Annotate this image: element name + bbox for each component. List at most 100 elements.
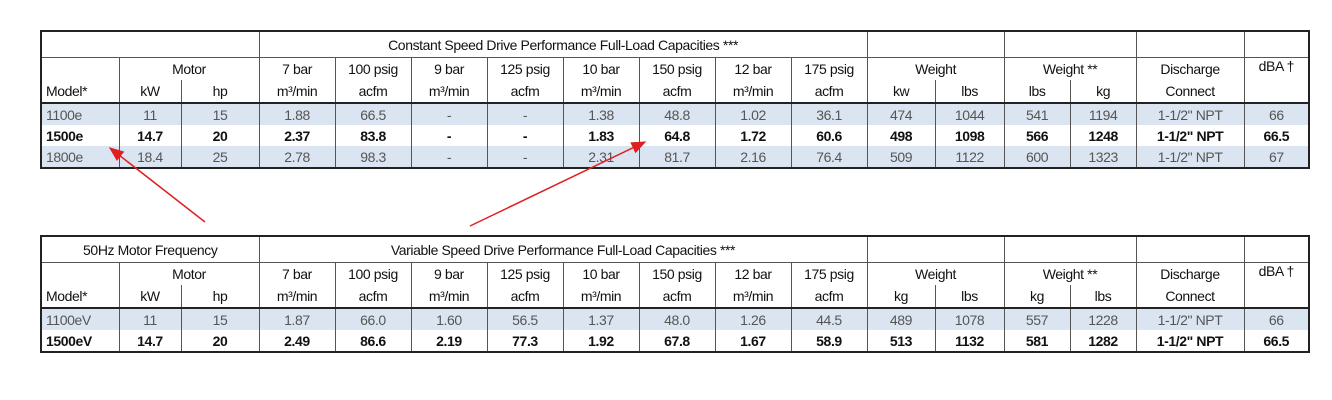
data-cell: - — [410, 125, 488, 146]
column-unit: m³/min — [714, 80, 792, 104]
data-cell: 566 — [1003, 125, 1071, 146]
blank-cell — [866, 30, 1005, 58]
spec-table: 50Hz Motor Frequency Variable Speed Drive… — [40, 235, 1310, 353]
column-header: Weight — [866, 262, 1005, 285]
column-header: 9 bar — [410, 262, 488, 285]
column-unit: Connect — [1135, 285, 1245, 309]
data-cell: 489 — [866, 308, 936, 330]
column-header: Discharge — [1135, 57, 1245, 80]
blank-cell — [1003, 30, 1137, 58]
column-header: Discharge — [1135, 262, 1245, 285]
data-cell: 67 — [1243, 146, 1310, 168]
column-header: 7 bar — [258, 262, 336, 285]
data-cell: 76.4 — [790, 146, 868, 168]
data-cell: 1228 — [1069, 308, 1137, 330]
column-header: 150 psig — [638, 262, 716, 285]
column-unit: acfm — [790, 80, 868, 104]
data-cell: 474 — [866, 103, 936, 125]
column-unit: kW — [118, 285, 182, 309]
data-cell: 1.60 — [410, 308, 488, 330]
column-unit: lbs — [934, 80, 1005, 104]
column-unit: hp — [180, 285, 260, 309]
column-header: 12 bar — [714, 262, 792, 285]
table-title: 50Hz Motor Frequency — [40, 235, 260, 263]
data-cell: 2.16 — [714, 146, 792, 168]
blank-cell — [1135, 235, 1245, 263]
data-cell: 1078 — [934, 308, 1005, 330]
data-cell: 66.5 — [334, 103, 412, 125]
data-cell: 1194 — [1069, 103, 1137, 125]
data-cell: 509 — [866, 146, 936, 168]
data-cell: 20 — [180, 125, 260, 146]
data-cell: 48.8 — [638, 103, 716, 125]
column-unit: acfm — [486, 285, 564, 309]
data-cell: 1-1/2" NPT — [1135, 308, 1245, 330]
model-cell: 1800e — [40, 146, 120, 168]
data-cell: 1.87 — [258, 308, 336, 330]
column-unit: acfm — [638, 80, 716, 104]
column-header: Motor — [118, 262, 260, 285]
data-cell: 1248 — [1069, 125, 1137, 146]
column-header: Weight ** — [1003, 262, 1137, 285]
data-cell: 1122 — [934, 146, 1005, 168]
model-cell: 1500eV — [40, 330, 120, 352]
data-cell: 498 — [866, 125, 936, 146]
data-cell: 1.72 — [714, 125, 792, 146]
column-unit: lbs — [934, 285, 1005, 309]
header-row: Model* kW hp m³/min acfm m³/min acfm m³/min acfm… — [40, 80, 1309, 104]
column-unit: kg — [1069, 80, 1137, 104]
column-header: Weight ** — [1003, 57, 1137, 80]
data-cell: 66.5 — [1243, 125, 1310, 146]
blank-cell — [40, 57, 120, 80]
data-cell: 58.9 — [790, 330, 868, 352]
model-cell: 1100eV — [40, 308, 120, 330]
blank-cell — [866, 235, 1005, 263]
blank-cell — [40, 30, 260, 58]
header-row: Motor 7 bar 100 psig 9 bar 125 psig 10 bar 150… — [40, 57, 1310, 104]
data-cell: 81.7 — [638, 146, 716, 168]
data-cell: - — [410, 146, 488, 168]
column-unit: acfm — [790, 285, 868, 309]
data-cell: - — [486, 146, 564, 168]
data-cell: 56.5 — [486, 308, 564, 330]
data-cell: 86.6 — [334, 330, 412, 352]
blank-cell — [1243, 235, 1310, 263]
data-cell: 15 — [180, 308, 260, 330]
group-header: Constant Speed Drive Performance Full-Lo… — [258, 30, 868, 58]
data-cell: 1.26 — [714, 308, 792, 330]
data-cell: 48.0 — [638, 308, 716, 330]
data-cell: 14.7 — [118, 125, 182, 146]
data-cell: - — [486, 103, 564, 125]
blank-cell — [1243, 30, 1310, 58]
data-cell: 1.67 — [714, 330, 792, 352]
data-cell: 11 — [118, 103, 182, 125]
column-header: 10 bar — [562, 57, 640, 80]
data-row: 1800e 18.4 25 2.78 98.3- -2.31 81.7 2.16 76.4 509… — [40, 146, 1310, 168]
data-cell: 581 — [1003, 330, 1071, 352]
column-unit: m³/min — [258, 80, 336, 104]
blank-cell — [1003, 235, 1137, 263]
column-unit: lbs — [1003, 80, 1071, 104]
column-header: dBA † — [1243, 57, 1310, 104]
column-unit: Connect — [1135, 80, 1245, 104]
column-unit: kw — [866, 80, 936, 104]
data-cell: 66.0 — [334, 308, 412, 330]
data-row: 1100eV 11 15 1.87 66.0 1.60 56.5 1.37 48.0 1.26 44… — [40, 308, 1310, 330]
data-cell: 1-1/2" NPT — [1135, 330, 1245, 352]
column-header: 12 bar — [714, 57, 792, 80]
data-cell: - — [410, 103, 488, 125]
column-header: Motor — [118, 57, 260, 80]
data-cell: 1.02 — [714, 103, 792, 125]
data-cell: 98.3 — [334, 146, 412, 168]
data-cell: 1323 — [1069, 146, 1137, 168]
data-cell: 77.3 — [486, 330, 564, 352]
data-cell: 1-1/2" NPT — [1135, 146, 1245, 168]
data-cell: 2.37 — [258, 125, 336, 146]
data-cell: 1-1/2" NPT — [1135, 103, 1245, 125]
column-unit: acfm — [334, 285, 412, 309]
data-cell: 15 — [180, 103, 260, 125]
data-cell: 2.31 — [562, 146, 640, 168]
data-cell: 2.78 — [258, 146, 336, 168]
column-unit: acfm — [486, 80, 564, 104]
data-cell: 1282 — [1069, 330, 1137, 352]
